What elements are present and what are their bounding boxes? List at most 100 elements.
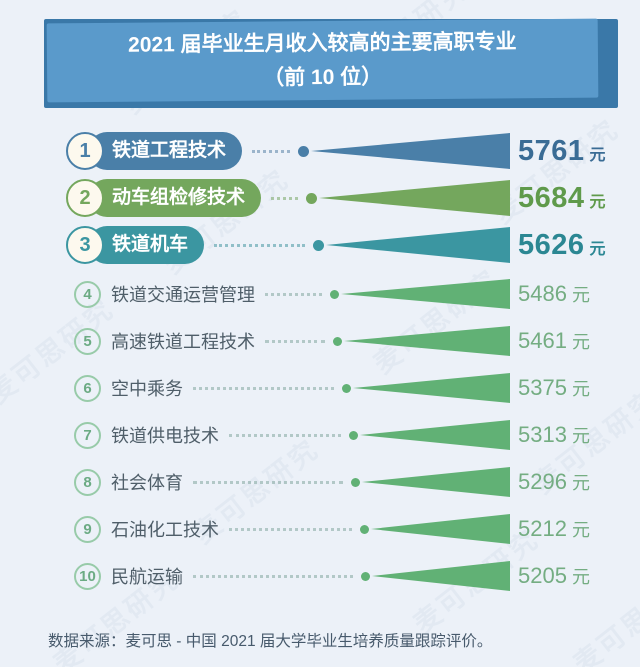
dotted-leader: [265, 292, 322, 296]
dotted-leader: [193, 574, 353, 578]
value-text: 5626 元: [518, 229, 610, 262]
rank-badge: 1: [66, 132, 104, 170]
rank-badge: 2: [66, 179, 104, 217]
value-unit: 元: [571, 285, 590, 305]
ranking-row: 8 社会体育 5296 元: [66, 465, 610, 499]
value-number: 5461: [518, 328, 567, 353]
value-wedge: [326, 227, 510, 263]
rank-number: 10: [79, 567, 96, 585]
ranking-list: 1 铁道工程技术 5761 元 2 动车组检修技术 5684 元 3 铁道: [66, 131, 610, 593]
rank-number: 6: [83, 379, 92, 397]
ranking-row: 9 石油化工技术 5212 元: [66, 512, 610, 546]
ranking-row: 3 铁道机车 5626 元: [66, 225, 610, 265]
value-wedge: [319, 180, 510, 216]
value-wedge: [360, 420, 510, 450]
value-unit: 元: [589, 146, 606, 164]
rank-badge: 3: [66, 226, 104, 264]
value-unit: 元: [589, 240, 606, 258]
major-label: 石油化工技术: [111, 520, 219, 540]
title-banner: 2021 届毕业生月收入较高的主要高职专业 （前 10 位）: [44, 18, 618, 108]
data-source: 数据来源：麦可思 - 中国 2021 届大学毕业生培养质量跟踪评价。: [48, 633, 493, 650]
value-wedge: [372, 561, 510, 591]
leader-dot: [361, 571, 370, 581]
dotted-leader: [193, 386, 334, 390]
value-text: 5205 元: [518, 563, 610, 589]
ranking-row: 1 铁道工程技术 5761 元: [66, 131, 610, 171]
major-label: 高速铁道工程技术: [111, 332, 255, 352]
value-text: 5761 元: [518, 135, 610, 168]
leader-dot: [342, 383, 351, 393]
value-number: 5486: [518, 281, 567, 306]
major-label: 铁道工程技术: [88, 132, 243, 170]
value-text: 5684 元: [518, 182, 610, 215]
ranking-row: 5 高速铁道工程技术 5461 元: [66, 324, 610, 358]
dotted-leader: [271, 196, 298, 200]
dotted-leader: [229, 433, 341, 437]
value-number: 5684: [518, 181, 585, 214]
rank-badge: 9: [74, 515, 101, 543]
rank-number: 8: [83, 473, 92, 491]
leader-dot: [298, 145, 309, 157]
ranking-row: 7 铁道供电技术 5313 元: [66, 418, 610, 452]
rank-number: 3: [79, 233, 91, 256]
value-number: 5296: [518, 469, 567, 494]
value-text: 5486 元: [518, 281, 610, 307]
leader-dot: [330, 289, 339, 299]
ranking-row: 4 铁道交通运营管理 5486 元: [66, 277, 610, 311]
value-text: 5375 元: [518, 375, 610, 401]
value-text: 5212 元: [518, 516, 610, 542]
value-number: 5313: [518, 422, 567, 447]
rank-number: 2: [79, 186, 91, 209]
value-unit: 元: [571, 426, 590, 446]
title-banner-face: 2021 届毕业生月收入较高的主要高职专业 （前 10 位）: [46, 18, 599, 103]
value-wedge: [362, 467, 510, 497]
rank-badge: 5: [74, 327, 101, 355]
dotted-leader: [265, 339, 325, 343]
value-unit: 元: [571, 567, 590, 587]
leader-dot: [349, 430, 358, 440]
value-wedge: [353, 373, 510, 403]
value-number: 5212: [518, 516, 567, 541]
major-label: 铁道供电技术: [111, 426, 219, 446]
value-wedge: [371, 514, 510, 544]
major-label: 民航运输: [111, 567, 183, 587]
value-unit: 元: [571, 379, 590, 399]
major-label: 铁道交通运营管理: [111, 285, 255, 305]
major-label: 空中乘务: [111, 379, 183, 399]
value-text: 5313 元: [518, 422, 610, 448]
rank-badge: 8: [74, 468, 101, 496]
dotted-leader: [193, 480, 343, 484]
ranking-row: 6 空中乘务 5375 元: [66, 371, 610, 405]
value-number: 5626: [518, 228, 585, 261]
ranking-row: 2 动车组检修技术 5684 元: [66, 178, 610, 218]
value-number: 5761: [518, 134, 585, 167]
value-text: 5461 元: [518, 328, 610, 354]
value-unit: 元: [571, 332, 590, 352]
rank-number: 4: [83, 285, 92, 303]
rank-number: 9: [83, 520, 92, 538]
value-wedge: [311, 133, 510, 169]
dotted-leader: [252, 149, 290, 153]
dotted-leader: [229, 527, 352, 531]
leader-dot: [360, 524, 369, 534]
rank-number: 5: [83, 332, 92, 350]
rank-number: 7: [83, 426, 92, 444]
rank-badge: 7: [74, 421, 101, 449]
rank-number: 1: [79, 139, 91, 162]
value-number: 5205: [518, 563, 567, 588]
leader-dot: [333, 336, 342, 346]
rank-badge: 4: [74, 280, 101, 308]
value-number: 5375: [518, 375, 567, 400]
page-title-line1: 2021 届毕业生月收入较高的主要高职专业: [127, 30, 517, 58]
value-wedge: [344, 326, 510, 356]
value-unit: 元: [589, 193, 606, 211]
major-label: 动车组检修技术: [88, 179, 262, 217]
major-label: 社会体育: [111, 473, 183, 493]
dotted-leader: [214, 243, 305, 247]
leader-dot: [306, 192, 317, 204]
value-text: 5296 元: [518, 469, 610, 495]
leader-dot: [351, 477, 360, 487]
value-wedge: [341, 279, 510, 309]
ranking-row: 10 民航运输 5205 元: [66, 559, 610, 593]
